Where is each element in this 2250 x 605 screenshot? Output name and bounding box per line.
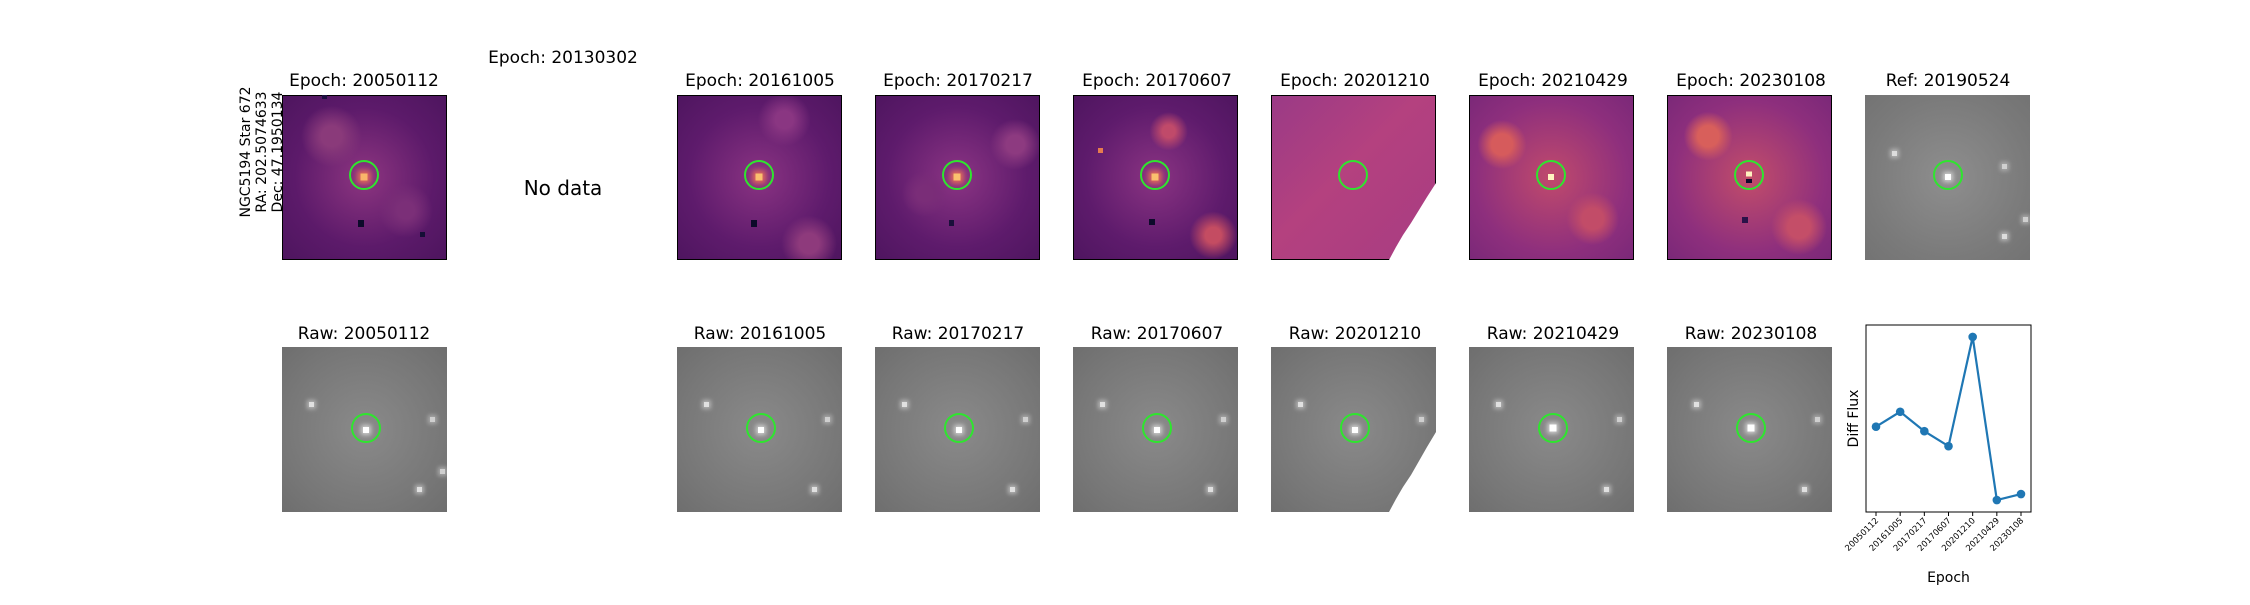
panel-title-top-6: Epoch: 20201210 (1280, 71, 1430, 91)
plot-frame (1865, 324, 2032, 513)
diff-flux-light-curve: 2005011220161005201702172017060720201210… (1843, 324, 2032, 586)
panel-title-raw-5: Raw: 20201210 (1288, 324, 1422, 344)
raw-image-20201210 (1271, 347, 1436, 512)
raw-image-20170217 (875, 347, 1040, 512)
reference-image (1865, 95, 2030, 260)
target-circle (351, 413, 381, 443)
target-circle (942, 160, 972, 190)
target-circle (1142, 413, 1172, 443)
target-circle (944, 413, 974, 443)
panel-title-top-7: Epoch: 20210429 (1478, 71, 1628, 91)
panel-title-top-4: Epoch: 20170217 (883, 71, 1033, 91)
target-circle (1933, 160, 1963, 190)
diff-image-20050112 (282, 95, 447, 260)
panel-title-raw-1: Raw: 20050112 (297, 324, 431, 344)
target-ra: RA: 202.5074633 (254, 91, 270, 213)
diff-image-20230108 (1667, 95, 1832, 260)
target-circle (349, 160, 379, 190)
no-data-message: No data (523, 176, 603, 200)
data-point (1895, 407, 1905, 417)
panel-title-raw-4: Raw: 20170607 (1090, 324, 1224, 344)
panel-title-top-1: Epoch: 20050112 (289, 71, 439, 91)
diff-image-20170607 (1073, 95, 1238, 260)
target-circle (1538, 413, 1568, 443)
diff-image-20201210 (1271, 95, 1436, 260)
target-circle (1140, 160, 1170, 190)
target-circle (746, 413, 776, 443)
diff-image-20161005 (677, 95, 842, 260)
panel-title-ref: Ref: 20190524 (1885, 71, 2011, 91)
target-name: NGC5194 Star 672 (238, 86, 254, 218)
panel-title-top-5: Epoch: 20170607 (1082, 71, 1232, 91)
panel-title-raw-2: Raw: 20161005 (693, 324, 827, 344)
raw-image-20230108 (1667, 347, 1832, 512)
data-point (1992, 495, 2002, 505)
target-circle (1340, 413, 1370, 443)
target-circle (744, 160, 774, 190)
panel-title-top-3: Epoch: 20161005 (685, 71, 835, 91)
data-point (1871, 422, 1881, 432)
data-point (1920, 426, 1929, 436)
y-axis-label: Diff Flux (1846, 390, 1862, 448)
target-circle (1734, 160, 1764, 190)
target-circle (1736, 413, 1766, 443)
raw-image-20050112 (282, 347, 447, 512)
diff-image-20170217 (875, 95, 1040, 260)
panel-title-raw-6: Raw: 20210429 (1486, 324, 1620, 344)
data-point (1944, 441, 1953, 451)
target-circle (1536, 160, 1566, 190)
panel-title-raw-3: Raw: 20170217 (891, 324, 1025, 344)
data-point (1968, 332, 1977, 342)
raw-image-20170607 (1073, 347, 1238, 512)
x-axis-label: Epoch (1927, 570, 1970, 586)
raw-image-20161005 (677, 347, 842, 512)
raw-image-20210429 (1469, 347, 1634, 512)
data-point (2016, 489, 2026, 499)
panel-title-raw-7: Raw: 20230108 (1684, 324, 1818, 344)
panel-title-top-2: Epoch: 20130302 (488, 48, 638, 68)
target-circle (1338, 160, 1368, 190)
target-info: NGC5194 Star 672 RA: 202.5074633 Dec: 47… (238, 72, 286, 232)
panel-title-top-8: Epoch: 20230108 (1676, 71, 1826, 91)
diff-image-20210429 (1469, 95, 1634, 260)
